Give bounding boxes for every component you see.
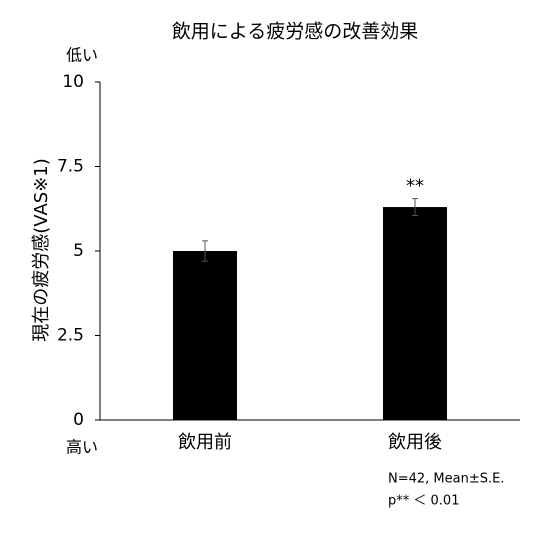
note: N=42, Mean±S.E.	[388, 472, 504, 487]
x-tick-label: 飲用前	[178, 432, 232, 453]
top-label: 低い	[66, 46, 98, 65]
significance-label: **	[406, 176, 424, 197]
error-bar	[412, 198, 418, 217]
bar	[173, 251, 237, 420]
bar	[383, 207, 447, 420]
y-tick-label: 2.5	[57, 326, 84, 346]
y-tick-label: 10	[62, 72, 84, 92]
chart-title: 飲用による疲労感の改善効果	[172, 21, 418, 43]
x-tick-label: 飲用後	[388, 432, 442, 453]
y-tick-label: 5	[73, 241, 84, 261]
error-bar	[202, 240, 208, 262]
y-tick-label: 0	[73, 410, 84, 430]
p-note: p** ＜ 0.01	[388, 494, 459, 509]
y-axis-label: 現在の疲労感(VAS※1)	[31, 158, 52, 341]
bottom-label: 高い	[66, 438, 98, 457]
y-tick-label: 7.5	[57, 157, 84, 177]
